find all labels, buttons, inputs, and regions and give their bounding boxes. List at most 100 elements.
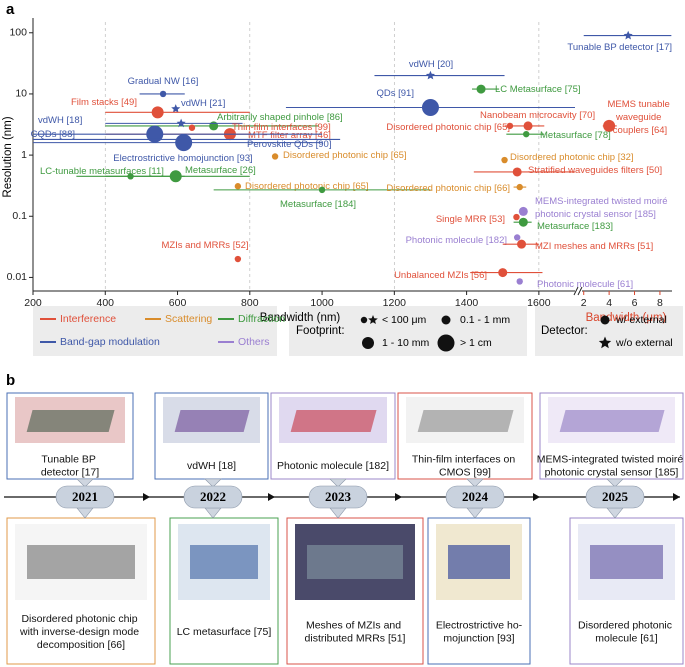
connector	[466, 507, 484, 519]
data-point	[476, 84, 486, 94]
axis-break	[577, 286, 583, 296]
point-label: Disordered photonic chip [66]	[386, 183, 510, 194]
point-label: QDs [91]	[377, 88, 415, 99]
year-label: 2023	[325, 489, 352, 504]
connector	[329, 478, 347, 488]
data-point	[518, 206, 528, 216]
year-badge	[308, 485, 368, 509]
y-tick-label: 100	[9, 27, 27, 39]
data-point	[498, 268, 508, 278]
figure-image	[590, 545, 663, 579]
connector	[329, 507, 347, 519]
timeline-arrow	[268, 493, 275, 501]
point-label: MZIs and MRRs [52]	[161, 240, 248, 251]
point-label: Photonic molecule [182]	[406, 235, 507, 246]
point-label: CQDs [88]	[31, 129, 75, 140]
figure-image	[417, 410, 514, 432]
data-point	[271, 153, 279, 160]
legend-icon	[441, 315, 451, 325]
point-label: Unbalanced MZIs [56]	[394, 270, 487, 281]
x-tick-label: 1000	[310, 297, 334, 309]
year-badge	[183, 485, 243, 509]
x2-tick-label: 6	[632, 297, 638, 309]
legend-label: Others	[238, 336, 270, 348]
point-label: Disordered photonic chip [65]	[283, 150, 407, 161]
legend-label: 0.1 - 1 mm	[460, 314, 510, 326]
x2-tick-label: 8	[657, 297, 663, 309]
legend-icon	[368, 315, 378, 324]
legend-icon	[360, 316, 368, 324]
legend-label: < 100 μm	[382, 314, 427, 326]
connector	[606, 507, 624, 519]
timeline-arrow	[673, 493, 680, 501]
year-label: 2022	[200, 489, 226, 504]
data-point	[516, 183, 523, 191]
year-badge	[585, 485, 645, 509]
point-label: Nanobeam microcavity [70]	[480, 110, 595, 121]
timeline-arrow	[533, 493, 540, 501]
figure-image	[27, 545, 135, 579]
point-label: LC Metasurface [75]	[495, 84, 581, 95]
point-label: Disordered photonic chip [65]	[386, 122, 510, 133]
connector	[466, 478, 484, 488]
connector	[204, 507, 222, 519]
legend-label: w/ external	[615, 314, 667, 326]
y-axis-label: Resolution (nm)	[2, 116, 14, 197]
point-label: Metasurface [184]	[280, 199, 356, 210]
y-tick-label: 0.01	[7, 271, 28, 283]
legend-title: Detector:	[541, 325, 588, 337]
data-point	[513, 213, 520, 221]
point-label: Metasurface [78]	[540, 130, 611, 141]
point-label: MTF filter array [46]	[248, 130, 331, 141]
connector	[76, 507, 94, 519]
figure-image	[26, 410, 115, 432]
legend-box	[33, 306, 277, 356]
caption: vdWH [18]	[187, 460, 236, 472]
point-label: Photonic molecule [61]	[537, 279, 633, 290]
data-point	[603, 119, 616, 132]
legend-icon	[437, 334, 455, 352]
legend-box	[289, 306, 527, 356]
legend-label: Band-gap modulation	[60, 336, 160, 348]
point-label: Perovskite QDs [90]	[247, 139, 331, 150]
panel-label: b	[6, 372, 15, 389]
legend-icon	[600, 315, 610, 325]
data-point	[176, 118, 186, 128]
data-point	[151, 106, 164, 119]
legend-label: > 1 cm	[460, 337, 492, 349]
x-axis-label: Bandwidth (nm)	[260, 312, 341, 324]
data-point	[513, 234, 521, 241]
point-label: MEMS-integrated twisted moiré photonic c…	[535, 196, 670, 220]
point-label: Gradual NW [16]	[128, 76, 199, 87]
point-label: Stratified waveguides filters [50]	[528, 165, 662, 176]
caption: LC metasurface [75]	[177, 626, 272, 638]
data-point	[516, 278, 523, 285]
caption: Meshes of MZIs and distributed MRRs [51]	[305, 619, 406, 644]
legend-title: Footprint:	[296, 325, 345, 337]
year-label: 2021	[72, 489, 98, 504]
point-label: vdWH [21]	[181, 98, 225, 109]
point-label: Metasurface [183]	[537, 221, 613, 232]
caption: Photonic molecule [182]	[277, 460, 389, 472]
point-label: Electrostrictive homojunction [93]	[113, 153, 252, 164]
panel-label: a	[6, 1, 15, 18]
point-label: Thin-film interfaces [99]	[232, 122, 331, 133]
connector	[606, 478, 624, 488]
x-tick-label: 600	[169, 297, 187, 309]
figure-image	[559, 410, 665, 432]
point-label: Single MRR [53]	[436, 214, 505, 225]
point-label: Tunable BP detector [17]	[567, 42, 672, 53]
data-point	[501, 156, 508, 164]
caption: Tunable BP detector [17]	[41, 453, 99, 478]
legend-label: Interference	[60, 313, 116, 325]
figure-image	[290, 410, 377, 432]
legend-label: Diffraction	[238, 313, 285, 325]
x-tick-label: 1400	[455, 297, 479, 309]
point-label: LC-tunable metasurfaces [11]	[40, 166, 164, 177]
data-point	[512, 167, 522, 177]
timeline-arrow	[143, 493, 150, 501]
caption: MEMS-integrated twisted moiré photonic c…	[537, 453, 685, 478]
timeline-arrow	[395, 493, 402, 501]
data-point	[234, 255, 242, 263]
